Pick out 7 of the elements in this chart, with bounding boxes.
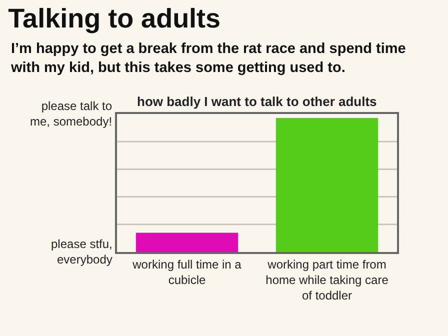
chart-subtitle: I’m happy to get a break from the rat race and spend time with my kid, but this takes some getting used to. [10,41,406,76]
chart-title: Talking to adults [8,3,221,34]
text: how badly I want to talk to other adults [137,94,377,109]
x-tick-label: working part time from home while taking care of toddler [266,257,389,303]
x-tick-label: working full time in a cubicle [132,257,242,287]
text: please stfu, everybody [51,237,112,267]
text: please talk to me, somebody! [30,99,112,129]
